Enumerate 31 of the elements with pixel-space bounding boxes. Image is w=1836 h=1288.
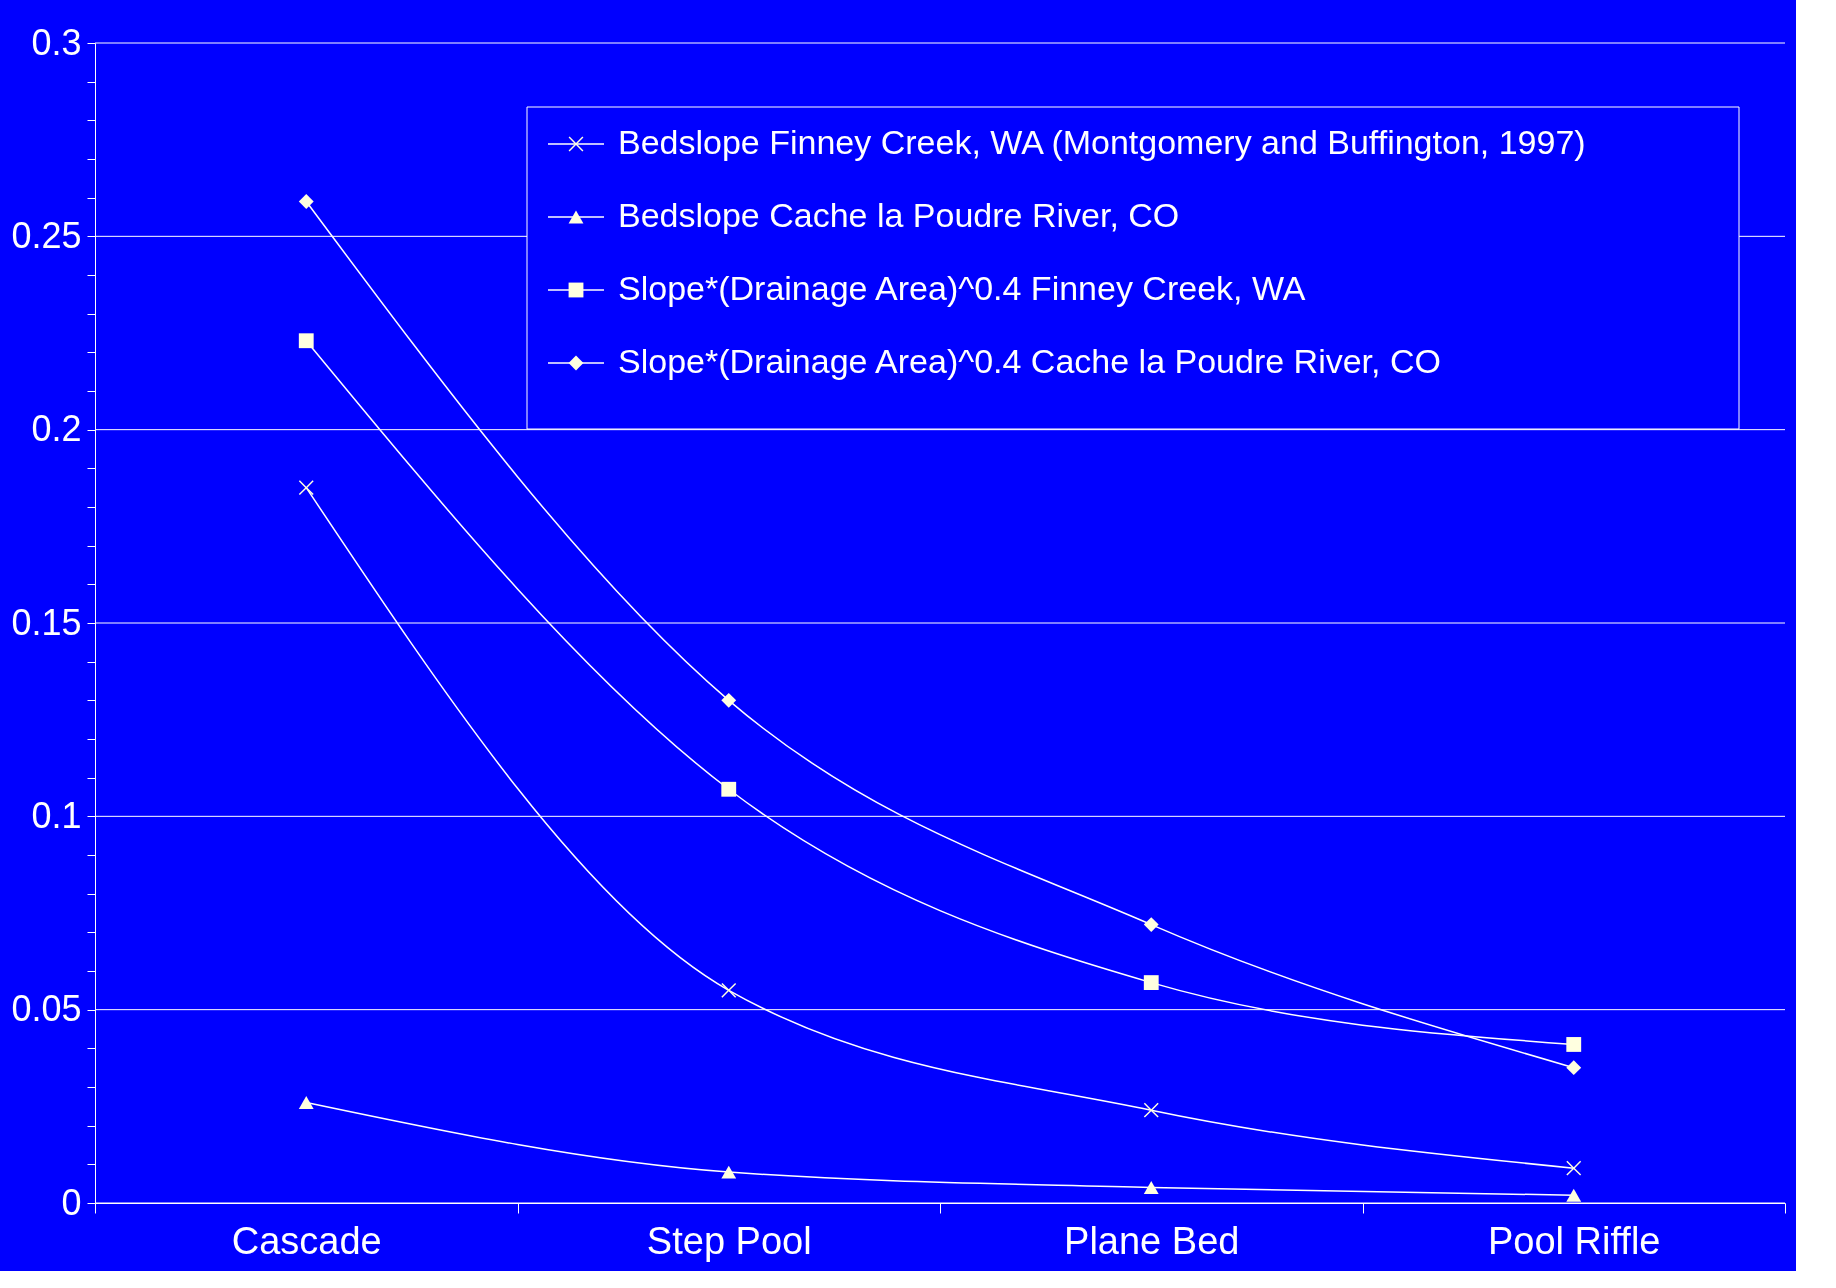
y-tick-label: 0.05 bbox=[11, 988, 82, 1030]
point bbox=[1566, 1160, 1582, 1176]
x-tick-label: Plane Bed bbox=[1064, 1219, 1240, 1262]
y-tick-label: 0.25 bbox=[11, 214, 82, 256]
point bbox=[298, 194, 314, 209]
legend-label: Bedslope Finney Creek, WA (Montgomery and Buffington, 1997) bbox=[618, 123, 1586, 161]
y-tick-label: 0.2 bbox=[31, 408, 82, 450]
point bbox=[721, 982, 737, 998]
y-tick-label: 0 bbox=[61, 1181, 82, 1223]
x-tick-label: Cascade bbox=[231, 1219, 382, 1262]
x-tick-label: Step Pool bbox=[646, 1219, 812, 1262]
point bbox=[721, 1165, 737, 1179]
point bbox=[1143, 1181, 1159, 1194]
legend-label: Bedslope Cache la Poudre River, CO bbox=[618, 196, 1180, 234]
point bbox=[298, 480, 314, 496]
point bbox=[1566, 1037, 1582, 1052]
point bbox=[1143, 1102, 1159, 1118]
point bbox=[1566, 1060, 1582, 1076]
point bbox=[298, 1096, 314, 1109]
y-tick-label: 0.15 bbox=[11, 601, 82, 643]
point bbox=[298, 333, 314, 349]
y-tick-label: 0.1 bbox=[31, 794, 82, 836]
point bbox=[721, 692, 737, 708]
x-tick-label: Pool Riffle bbox=[1487, 1219, 1661, 1262]
point bbox=[721, 781, 737, 797]
y-tick-label: 0.3 bbox=[31, 21, 82, 63]
point bbox=[1566, 1188, 1582, 1202]
legend-label: Slope*(Drainage Area)^0.4 Cache la Poudre River, CO bbox=[618, 342, 1441, 380]
legend-label: Slope*(Drainage Area)^0.4 Finney Creek, WA bbox=[618, 269, 1306, 307]
point bbox=[1143, 917, 1159, 933]
point bbox=[1143, 975, 1159, 991]
